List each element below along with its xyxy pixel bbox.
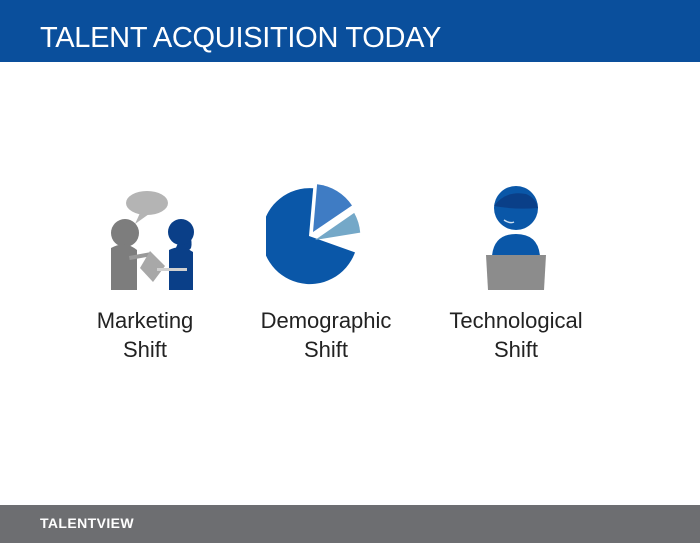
- pie-chart-icon: [266, 184, 361, 285]
- header-bar: TALENT ACQUISITION TODAY: [0, 0, 700, 62]
- label-line2: Shift: [122, 337, 168, 362]
- demographic-shift: Demographic Shift: [236, 178, 416, 364]
- page-title: TALENT ACQUISITION TODAY: [40, 22, 442, 54]
- label-line1: Technological: [449, 308, 583, 333]
- people-conversation-icon: [111, 191, 194, 290]
- label-line1: Marketing: [96, 308, 194, 333]
- talentview-logo: TALENTVIEW: [40, 515, 134, 531]
- footer-bar: TALENTVIEW: [0, 505, 700, 543]
- person-laptop-headset-icon: [486, 186, 546, 290]
- label-line2: Shift: [493, 337, 539, 362]
- technological-shift: Technological Shift: [426, 178, 606, 364]
- label-line2: Shift: [303, 337, 349, 362]
- label-line1: Demographic: [260, 308, 392, 333]
- marketing-shift: Marketing Shift: [55, 178, 235, 364]
